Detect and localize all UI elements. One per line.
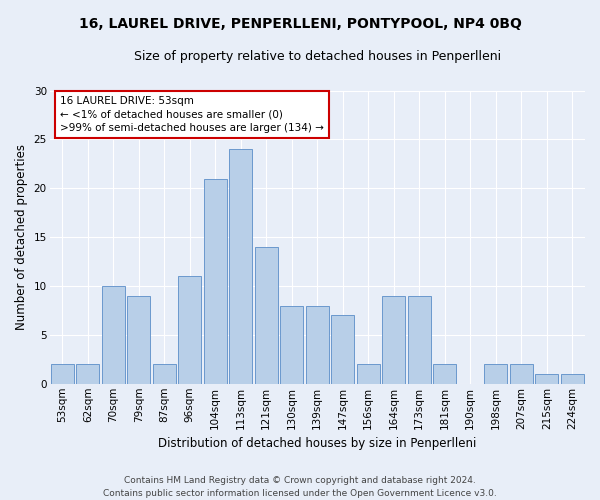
Bar [204, 178, 227, 384]
Bar [331, 316, 354, 384]
Bar [306, 306, 329, 384]
Y-axis label: Number of detached properties: Number of detached properties [15, 144, 28, 330]
Bar [357, 364, 380, 384]
Text: 16, LAUREL DRIVE, PENPERLLENI, PONTYPOOL, NP4 0BQ: 16, LAUREL DRIVE, PENPERLLENI, PONTYPOOL… [79, 18, 521, 32]
Bar [484, 364, 507, 384]
Text: Contains HM Land Registry data © Crown copyright and database right 2024.
Contai: Contains HM Land Registry data © Crown c… [103, 476, 497, 498]
Bar [153, 364, 176, 384]
Bar [382, 296, 405, 384]
Bar [127, 296, 150, 384]
Bar [561, 374, 584, 384]
Bar [433, 364, 456, 384]
Bar [535, 374, 558, 384]
Bar [408, 296, 431, 384]
Bar [76, 364, 100, 384]
Bar [51, 364, 74, 384]
Bar [102, 286, 125, 384]
Title: Size of property relative to detached houses in Penperlleni: Size of property relative to detached ho… [134, 50, 501, 63]
Bar [229, 149, 252, 384]
X-axis label: Distribution of detached houses by size in Penperlleni: Distribution of detached houses by size … [158, 437, 476, 450]
Bar [255, 247, 278, 384]
Bar [510, 364, 533, 384]
Bar [280, 306, 303, 384]
Text: 16 LAUREL DRIVE: 53sqm
← <1% of detached houses are smaller (0)
>99% of semi-det: 16 LAUREL DRIVE: 53sqm ← <1% of detached… [60, 96, 324, 133]
Bar [178, 276, 201, 384]
